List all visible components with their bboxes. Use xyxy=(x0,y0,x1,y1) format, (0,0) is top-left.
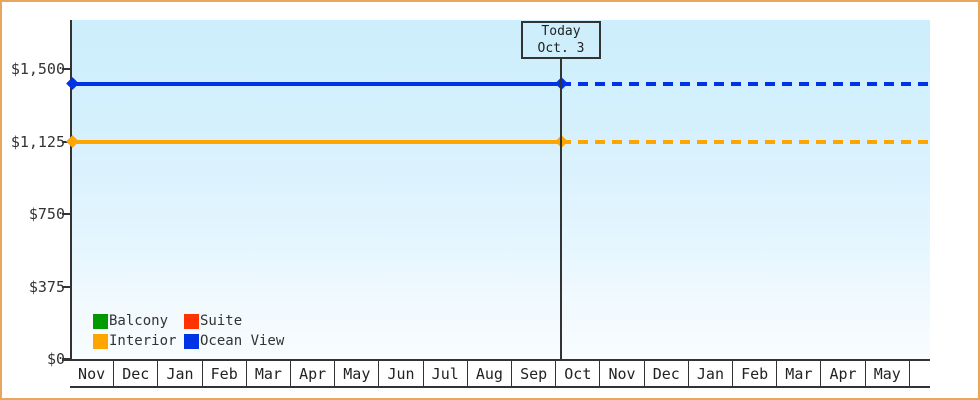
x-axis-month-cell: Feb xyxy=(733,361,778,386)
x-axis-month-cell: May xyxy=(866,361,910,386)
x-axis-month-cell: Mar xyxy=(247,361,292,386)
x-axis-month-cell: Apr xyxy=(291,361,336,386)
y-axis-tick-label: $1,500 xyxy=(10,60,65,78)
today-line xyxy=(560,59,562,361)
series-line-past xyxy=(72,139,561,144)
series-line-forecast xyxy=(561,139,930,144)
legend-swatch-icon xyxy=(184,333,199,349)
today-label-line1: Today xyxy=(541,24,581,39)
y-axis-tick-label: $1,125 xyxy=(10,132,65,151)
legend-label: Suite xyxy=(200,313,243,329)
legend-swatch-icon xyxy=(93,313,108,329)
x-axis-month-cell: Jan xyxy=(689,361,734,386)
y-axis-tick-label: $375 xyxy=(28,277,65,296)
series-line-forecast xyxy=(561,81,930,86)
x-axis-empty-cell xyxy=(910,361,930,386)
y-axis-tick-mark xyxy=(62,358,70,360)
x-axis-month-cell: Mar xyxy=(777,361,822,386)
x-axis-month-cell: Nov xyxy=(70,361,115,386)
today-label-line2: Oct. 3 xyxy=(537,41,585,56)
x-axis-month-cell: Aug xyxy=(468,361,513,386)
y-axis-tick-mark xyxy=(62,213,70,215)
y-axis-tick-label: $750 xyxy=(28,205,65,223)
legend-label: Ocean View xyxy=(200,333,285,349)
legend-item-suite: Suite xyxy=(184,313,284,329)
legend: Balcony Suite Interior Ocean View xyxy=(93,313,284,349)
y-axis-tick-mark xyxy=(62,68,70,70)
legend-item-ocean-view: Ocean View xyxy=(184,333,284,349)
legend-swatch-icon xyxy=(93,333,108,349)
x-axis-month-cell: Oct xyxy=(556,361,601,386)
x-axis-month-cell: Nov xyxy=(600,361,645,386)
x-axis-month-cell: Jun xyxy=(379,361,424,386)
y-axis xyxy=(70,20,72,361)
x-axis-month-cell: Dec xyxy=(114,361,159,386)
y-axis-tick-label: $0 xyxy=(46,350,65,368)
y-axis-tick-mark xyxy=(62,285,70,288)
x-axis-month-cell: May xyxy=(335,361,380,386)
series-line-past xyxy=(72,81,561,86)
plot-area xyxy=(72,20,930,360)
x-axis-month-cell: Sep xyxy=(512,361,557,386)
x-axis-month-cell: Jan xyxy=(158,361,203,386)
x-axis xyxy=(62,359,930,361)
legend-item-interior: Interior xyxy=(93,333,184,349)
x-axis-month-cell: Jul xyxy=(424,361,468,386)
legend-swatch-icon xyxy=(184,313,199,329)
x-axis-month-row: Nov Dec Jan Feb Mar Apr May Jun Jul Aug Sep Oct Nov D… xyxy=(70,361,930,388)
legend-label: Interior xyxy=(109,333,177,349)
x-axis-month-cell: Apr xyxy=(821,361,866,386)
x-axis-month-cell: Dec xyxy=(645,361,689,386)
legend-label: Balcony xyxy=(109,313,169,329)
legend-item-balcony: Balcony xyxy=(93,313,184,329)
x-axis-month-cell: Feb xyxy=(203,361,247,386)
today-label-box: Today Oct. 3 xyxy=(521,21,601,59)
